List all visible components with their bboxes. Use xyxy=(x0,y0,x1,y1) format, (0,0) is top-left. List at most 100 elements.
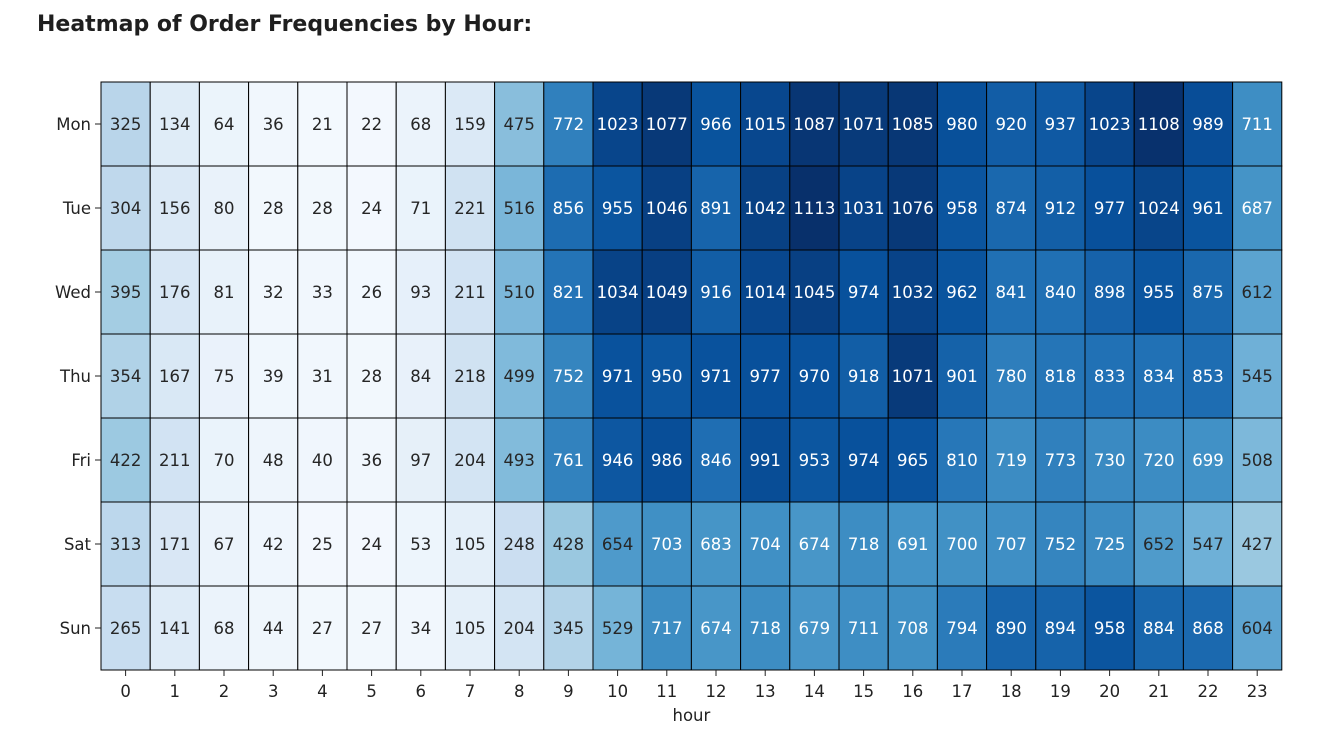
cell-value-label: 612 xyxy=(1241,283,1273,302)
heatmap-cell xyxy=(1232,417,1283,503)
heatmap-cell xyxy=(395,165,446,251)
cell-value-label: 950 xyxy=(651,367,683,386)
heatmap-cell xyxy=(1232,333,1283,419)
cell-value-label: 874 xyxy=(995,199,1027,218)
x-tick-label: 8 xyxy=(514,682,525,701)
x-tick-label: 21 xyxy=(1148,682,1169,701)
x-tick-label: 17 xyxy=(952,682,973,701)
heatmap-cell xyxy=(297,585,348,671)
heatmap-cell xyxy=(887,81,938,167)
heatmap-cell xyxy=(198,501,250,587)
heatmap-cell xyxy=(100,501,151,587)
cell-value-label: 699 xyxy=(1192,451,1224,470)
cell-value-label: 1023 xyxy=(597,115,639,134)
heatmap-cell xyxy=(494,81,545,167)
cell-value-label: 70 xyxy=(214,451,235,470)
cell-value-label: 977 xyxy=(1094,199,1126,218)
y-tick-label: Sat xyxy=(64,535,92,554)
cell-value-label: 1087 xyxy=(793,115,835,134)
heatmap-cell xyxy=(887,165,938,251)
heatmap-cell xyxy=(444,249,496,335)
cell-value-label: 674 xyxy=(700,619,732,638)
cell-value-label: 718 xyxy=(848,535,880,554)
heatmap-cell xyxy=(789,165,840,251)
heatmap-cell xyxy=(641,417,692,503)
heatmap-cell xyxy=(198,249,250,335)
cell-value-label: 34 xyxy=(410,619,431,638)
cell-value-label: 958 xyxy=(1094,619,1126,638)
cell-value-label: 1071 xyxy=(892,367,934,386)
heatmap-cell xyxy=(887,585,938,671)
cell-value-label: 22 xyxy=(361,115,382,134)
x-tick-label: 7 xyxy=(465,682,476,701)
heatmap-cell xyxy=(936,333,988,419)
cell-value-label: 156 xyxy=(159,199,191,218)
cell-value-label: 204 xyxy=(503,619,535,638)
cell-value-label: 1113 xyxy=(793,199,835,218)
cell-value-label: 752 xyxy=(1045,535,1077,554)
cell-value-label: 953 xyxy=(799,451,831,470)
heatmap-cell xyxy=(740,165,791,251)
x-tick-label: 15 xyxy=(853,682,874,701)
y-tick-label: Wed xyxy=(55,283,91,302)
cell-value-label: 971 xyxy=(700,367,732,386)
cell-value-label: 499 xyxy=(503,367,535,386)
x-tick-label: 1 xyxy=(170,682,181,701)
cell-value-label: 780 xyxy=(995,367,1027,386)
heatmap-cell xyxy=(789,333,840,419)
cell-value-label: 955 xyxy=(602,199,634,218)
cell-value-label: 833 xyxy=(1094,367,1126,386)
cell-value-label: 711 xyxy=(848,619,880,638)
heatmap-cell xyxy=(690,417,742,503)
cell-value-label: 853 xyxy=(1192,367,1224,386)
cell-value-label: 1071 xyxy=(843,115,885,134)
cell-value-label: 773 xyxy=(1045,451,1077,470)
cell-value-label: 354 xyxy=(110,367,142,386)
cell-value-label: 687 xyxy=(1241,199,1273,218)
cell-value-label: 516 xyxy=(503,199,535,218)
cell-value-label: 27 xyxy=(361,619,382,638)
heatmap-cell xyxy=(641,249,692,335)
cell-value-label: 81 xyxy=(214,283,235,302)
cell-value-label: 211 xyxy=(454,283,486,302)
cell-value-label: 221 xyxy=(454,199,486,218)
cell-value-label: 971 xyxy=(602,367,634,386)
cell-value-label: 725 xyxy=(1094,535,1126,554)
heatmap-cell xyxy=(641,81,692,167)
heatmap-cell xyxy=(149,165,200,251)
heatmap-cell xyxy=(543,585,594,671)
cell-value-label: 1085 xyxy=(892,115,934,134)
heatmap-cell xyxy=(395,333,446,419)
cell-value-label: 1032 xyxy=(892,283,934,302)
heatmap-cell xyxy=(444,417,496,503)
y-tick-label: Fri xyxy=(71,451,91,470)
cell-value-label: 974 xyxy=(848,451,880,470)
heatmap-cell xyxy=(346,249,397,335)
heatmap-cell xyxy=(1232,165,1283,251)
heatmap-cell xyxy=(248,417,299,503)
heatmap-cell xyxy=(740,333,791,419)
cell-value-label: 1023 xyxy=(1089,115,1131,134)
heatmap-cell xyxy=(1182,501,1234,587)
cell-value-label: 918 xyxy=(848,367,880,386)
cell-value-label: 493 xyxy=(503,451,535,470)
heatmap-cell xyxy=(1035,81,1086,167)
heatmap-cell xyxy=(149,585,200,671)
cell-value-label: 868 xyxy=(1192,619,1224,638)
heatmap-cell xyxy=(297,333,348,419)
cell-value-label: 958 xyxy=(946,199,978,218)
cell-value-label: 691 xyxy=(897,535,929,554)
cell-value-label: 171 xyxy=(159,535,191,554)
x-tick-label: 9 xyxy=(563,682,574,701)
cell-value-label: 42 xyxy=(263,535,284,554)
cell-value-label: 946 xyxy=(602,451,634,470)
cell-value-label: 28 xyxy=(361,367,382,386)
x-tick-label: 14 xyxy=(804,682,825,701)
cell-value-label: 840 xyxy=(1045,283,1077,302)
x-tick-label: 22 xyxy=(1198,682,1219,701)
cell-value-label: 68 xyxy=(214,619,235,638)
heatmap-cell xyxy=(1133,501,1184,587)
cell-value-label: 75 xyxy=(214,367,235,386)
cell-value-label: 28 xyxy=(312,199,333,218)
